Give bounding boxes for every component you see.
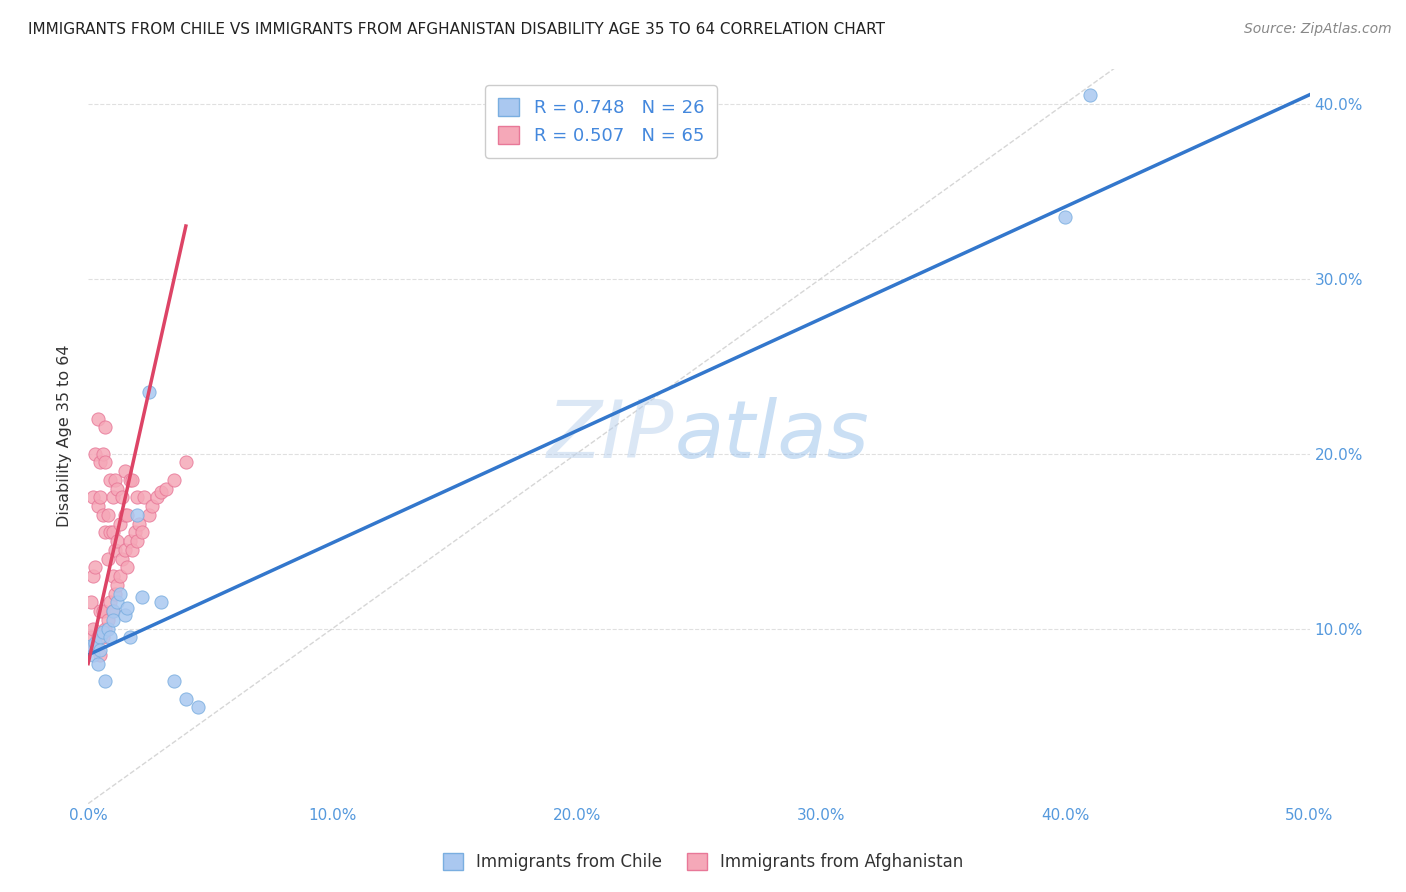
Point [97,622,120,636]
Point [97,551,120,566]
Point [115,508,138,522]
Text: atlas: atlas [675,397,869,475]
Point [101,569,124,583]
Point [89,491,111,505]
Point [82,569,104,583]
Point [89,631,111,645]
Point [107,595,129,609]
Point [114,464,136,478]
Point [174,691,197,706]
Point [121,473,143,487]
Y-axis label: Disability Age 35 to 64: Disability Age 35 to 64 [58,345,72,527]
Point [101,604,124,618]
Point [89,604,111,618]
Point [118,473,141,487]
Point [1054,211,1077,225]
Point [124,525,146,540]
Point [108,569,131,583]
Point [101,525,124,540]
Point [104,586,127,600]
Point [89,455,111,469]
Legend: R = 0.748   N = 26, R = 0.507   N = 65: R = 0.748 N = 26, R = 0.507 N = 65 [485,85,717,158]
Point [94,455,117,469]
Point [163,674,186,689]
Point [89,648,111,662]
Point [91,604,114,618]
Point [97,613,120,627]
Point [84,639,107,653]
Point [94,525,117,540]
Point [150,485,173,500]
Point [101,613,124,627]
Text: IMMIGRANTS FROM CHILE VS IMMIGRANTS FROM AFGHANISTAN DISABILITY AGE 35 TO 64 COR: IMMIGRANTS FROM CHILE VS IMMIGRANTS FROM… [28,22,886,37]
Point [134,491,156,505]
Point [108,586,131,600]
Point [94,622,117,636]
Point [118,631,141,645]
Point [91,631,114,645]
Point [79,631,101,645]
Point [1078,87,1101,102]
Point [79,595,101,609]
Legend: Immigrants from Chile, Immigrants from Afghanistan: Immigrants from Chile, Immigrants from A… [434,845,972,880]
Point [91,508,114,522]
Point [108,516,131,531]
Point [107,482,129,496]
Point [131,525,153,540]
Point [84,560,107,574]
Point [111,551,134,566]
Point [82,622,104,636]
Point [155,482,177,496]
Point [101,604,124,618]
Point [131,590,153,604]
Point [138,508,160,522]
Point [87,499,110,513]
Point [115,600,138,615]
Point [82,491,104,505]
Point [104,542,127,557]
Point [87,657,110,671]
Point [150,595,173,609]
Point [187,700,209,714]
Point [98,595,121,609]
Point [125,491,148,505]
Point [104,473,127,487]
Point [91,446,114,460]
Point [82,648,104,662]
Point [84,635,107,649]
Point [125,508,148,522]
Point [118,534,141,549]
Point [91,625,114,640]
Point [141,499,163,513]
Point [98,525,121,540]
Point [128,516,150,531]
Point [138,385,160,400]
Text: Source: ZipAtlas.com: Source: ZipAtlas.com [1244,22,1392,37]
Point [98,473,121,487]
Point [97,508,120,522]
Point [115,560,138,574]
Text: ZIP: ZIP [547,397,675,475]
Point [145,491,167,505]
Point [94,674,117,689]
Point [107,534,129,549]
Point [101,491,124,505]
Point [163,473,186,487]
Point [89,642,111,657]
Point [121,542,143,557]
Point [84,446,107,460]
Point [125,534,148,549]
Point [107,578,129,592]
Point [94,420,117,434]
Point [111,491,134,505]
Point [114,508,136,522]
Point [87,631,110,645]
Point [79,639,101,653]
Point [87,411,110,425]
Point [174,455,197,469]
Point [98,631,121,645]
Point [114,607,136,622]
Point [114,542,136,557]
